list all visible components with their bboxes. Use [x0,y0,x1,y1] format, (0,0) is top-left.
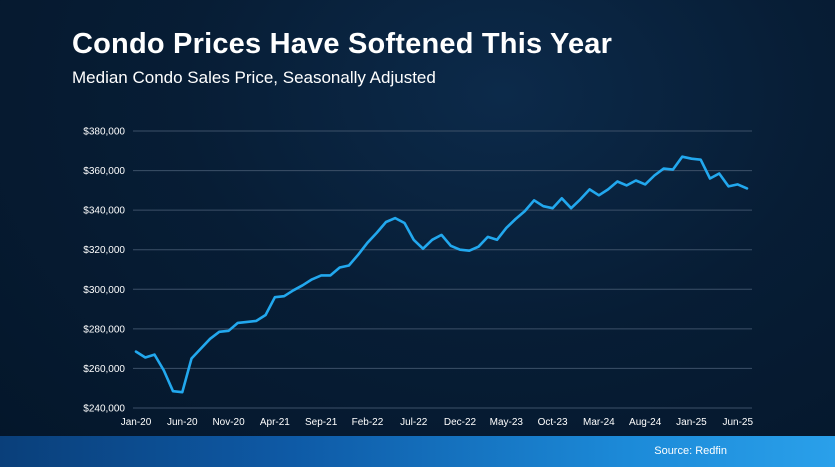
gridlines [133,130,752,409]
x-tick-label: Dec-22 [444,417,477,428]
x-tick-label: Jun-25 [722,417,753,428]
y-tick-label: $260,000 [83,364,125,375]
x-tick-label: Jan-20 [121,417,152,428]
x-tick-label: Apr-21 [260,417,290,428]
x-tick-label: Oct-23 [538,417,568,428]
x-tick-label: Jan-25 [676,417,707,428]
source-label: Source: Redfin [654,445,727,457]
x-tick-label: Jul-22 [400,417,428,428]
y-tick-label: $280,000 [83,324,125,335]
chart-title: Condo Prices Have Softened This Year [72,28,613,60]
y-tick-label: $360,000 [83,166,125,177]
y-tick-label: $340,000 [83,206,125,217]
chart-subtitle: Median Condo Sales Price, Seasonally Adj… [72,68,436,87]
price-series [134,155,749,394]
x-tick-label: Feb-22 [352,417,384,428]
y-tick-label: $300,000 [83,285,125,296]
x-tick-label: Nov-20 [212,417,245,428]
y-tick-label: $320,000 [83,245,125,256]
footer-bar: Source: Redfin [0,436,835,467]
x-tick-label: Mar-24 [583,417,615,428]
x-tick-label: May-23 [490,417,524,428]
x-tick-label: Aug-24 [629,417,662,428]
x-axis-labels: Jan-20 Jun-20 Nov-20 Apr-21 Sep-21 Feb-22 Jul-… [121,417,754,428]
y-tick-label: $240,000 [83,404,125,415]
series-line [134,155,749,394]
y-axis-labels: $240,000 $260,000 $280,000 $300,000 $320,000… [83,127,125,415]
x-tick-label: Sep-21 [305,417,338,428]
x-tick-label: Jun-20 [167,417,198,428]
y-tick-label: $380,000 [83,127,125,138]
